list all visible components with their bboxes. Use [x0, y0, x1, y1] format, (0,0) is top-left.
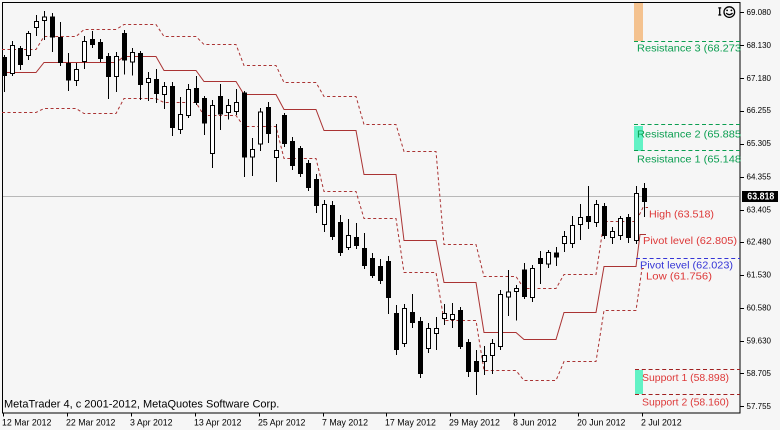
svg-text:17 May 2012: 17 May 2012 — [385, 417, 436, 427]
svg-text:12 Mar 2012: 12 Mar 2012 — [2, 417, 51, 427]
svg-text:66.255: 66.255 — [747, 106, 772, 115]
svg-text:3 Apr 2012: 3 Apr 2012 — [130, 417, 173, 427]
svg-text:29 May 2012: 29 May 2012 — [449, 417, 500, 427]
svg-text:58.705: 58.705 — [747, 369, 772, 378]
svg-text:63.405: 63.405 — [747, 205, 772, 214]
svg-text:68.130: 68.130 — [747, 41, 772, 50]
svg-text:Support 2 (58.160): Support 2 (58.160) — [642, 396, 729, 408]
svg-text:57.755: 57.755 — [747, 402, 772, 411]
svg-text:2 Jul 2012: 2 Jul 2012 — [641, 417, 682, 427]
svg-text:7 May 2012: 7 May 2012 — [322, 417, 368, 427]
svg-text:60.580: 60.580 — [747, 304, 772, 313]
svg-text:20 Jun 2012: 20 Jun 2012 — [577, 417, 626, 427]
svg-text:69.080: 69.080 — [747, 8, 772, 17]
svg-text:Support 1 (58.898): Support 1 (58.898) — [642, 372, 729, 384]
svg-text:64.355: 64.355 — [747, 172, 772, 181]
svg-text:59.630: 59.630 — [747, 337, 772, 346]
svg-text:Resistance 2 (65.885: Resistance 2 (65.885 — [637, 128, 741, 140]
svg-text:25 Apr 2012: 25 Apr 2012 — [258, 417, 306, 427]
svg-text:62.480: 62.480 — [747, 238, 772, 247]
svg-text:High (63.518): High (63.518) — [649, 208, 714, 220]
svg-text:8 Jun 2012: 8 Jun 2012 — [513, 417, 557, 427]
svg-text:Resistance 1 (65.148: Resistance 1 (65.148 — [637, 153, 741, 165]
svg-text:63.818: 63.818 — [747, 192, 774, 203]
svg-text:13 Apr 2012: 13 Apr 2012 — [194, 417, 242, 427]
svg-text:65.305: 65.305 — [747, 139, 772, 148]
svg-text:Pivot level (62.023): Pivot level (62.023) — [640, 259, 733, 271]
svg-text:67.180: 67.180 — [747, 74, 772, 83]
svg-text:MetaTrader 4, c 2001-2012, Met: MetaTrader 4, c 2001-2012, MetaQuotes So… — [4, 398, 279, 410]
svg-text:61.530: 61.530 — [747, 271, 772, 280]
svg-text:Resistance 3 (68.273: Resistance 3 (68.273 — [637, 42, 741, 54]
svg-text:22 Mar 2012: 22 Mar 2012 — [66, 417, 115, 427]
svg-text:Low (61.756): Low (61.756) — [646, 270, 712, 282]
svg-text:Pivot level (62.805): Pivot level (62.805) — [643, 235, 737, 247]
